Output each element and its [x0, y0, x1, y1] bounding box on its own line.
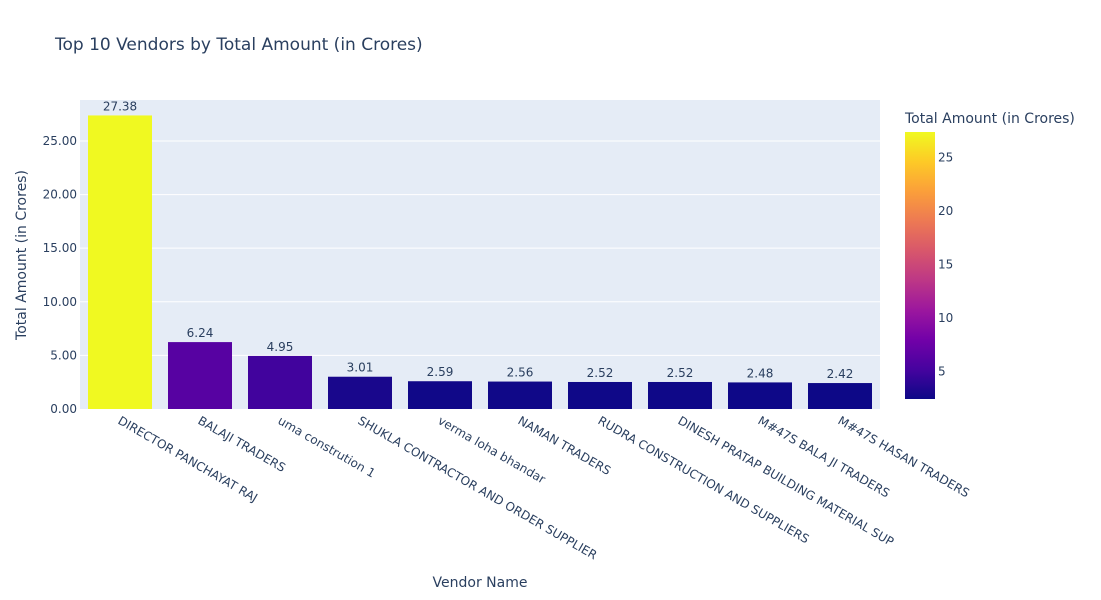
- value-label: 2.52: [667, 366, 694, 380]
- y-tick-label: 10.00: [43, 295, 77, 309]
- y-tick-label: 25.00: [43, 134, 77, 148]
- colorbar-tick-label: 5: [938, 364, 946, 378]
- value-label: 2.48: [747, 366, 774, 380]
- value-label: 27.38: [103, 99, 137, 113]
- y-axis-title: Total Amount (in Crores): [14, 170, 30, 341]
- value-label: 4.95: [267, 340, 294, 354]
- colorbar-tick-label: 25: [938, 150, 953, 164]
- chart-title: Top 10 Vendors by Total Amount (in Crore…: [54, 35, 423, 55]
- value-label: 2.56: [507, 366, 534, 380]
- bar[interactable]: [408, 381, 472, 409]
- value-labels: 27.38 6.24 4.95 3.01 2.59 2.56 2.52 2.52 2.48 2.4…: [103, 99, 854, 381]
- y-axis-ticks: 0.00 5.00 10.00 15.00 20.00 25.00: [43, 134, 77, 416]
- bar[interactable]: [488, 381, 552, 409]
- bars: [88, 115, 872, 410]
- x-tick-label: DIRECTOR PANCHAYAT RAJ: [116, 413, 260, 505]
- y-tick-label: 20.00: [43, 188, 77, 202]
- y-tick-label: 15.00: [43, 241, 77, 255]
- bar[interactable]: [248, 355, 312, 409]
- value-label: 2.59: [427, 365, 454, 379]
- bar[interactable]: [328, 376, 392, 409]
- y-tick-label: 5.00: [50, 348, 77, 362]
- bar[interactable]: [648, 381, 712, 409]
- x-tick-label: M#47S HASAN TRADERS: [836, 413, 972, 500]
- bar[interactable]: [728, 382, 792, 409]
- y-tick-label: 0.00: [50, 402, 77, 416]
- bar[interactable]: [88, 115, 152, 410]
- colorbar-title: Total Amount (in Crores): [904, 111, 1075, 127]
- colorbar-ticks: 5 10 15 20 25: [938, 150, 953, 378]
- colorbar-tick-label: 15: [938, 257, 953, 271]
- value-label: 2.42: [827, 367, 854, 381]
- bar[interactable]: [168, 342, 232, 409]
- colorbar-tick-label: 10: [938, 311, 953, 325]
- value-label: 2.52: [587, 366, 614, 380]
- x-tick-label: M#47S BALA JI TRADERS: [756, 413, 893, 500]
- value-label: 6.24: [187, 326, 214, 340]
- bar[interactable]: [568, 381, 632, 409]
- colorbar: [905, 132, 935, 399]
- value-label: 3.01: [347, 361, 374, 375]
- colorbar-tick-label: 20: [938, 204, 953, 218]
- x-axis-title: Vendor Name: [433, 575, 528, 591]
- bar[interactable]: [808, 383, 872, 409]
